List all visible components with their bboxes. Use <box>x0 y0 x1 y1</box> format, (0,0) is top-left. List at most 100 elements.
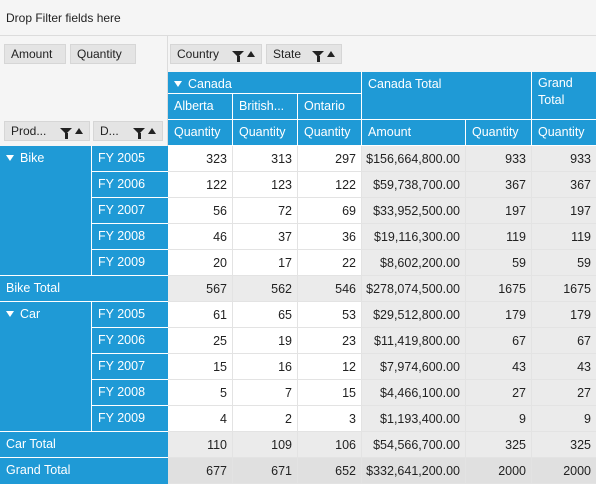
row-header-year-label: FY 2008 <box>98 385 146 399</box>
column-field-country[interactable]: Country <box>170 44 262 64</box>
filter-icon[interactable] <box>60 128 72 139</box>
value-cell: 109 <box>233 432 298 458</box>
sort-ascending-icon[interactable] <box>327 51 335 57</box>
column-header-alberta: Alberta <box>168 94 233 120</box>
value-cell: 313 <box>233 146 298 172</box>
row-header-year: FY 2006 <box>92 172 168 198</box>
value-cell: 16 <box>233 354 298 380</box>
filter-icon[interactable] <box>232 51 244 62</box>
measure-header-quantity: Quantity <box>168 120 233 146</box>
row-field-date-label: D... <box>100 124 119 138</box>
column-header-canada[interactable]: Canada <box>168 72 362 94</box>
measure-header-quantity: Quantity <box>532 120 596 146</box>
row-header-year-label: FY 2008 <box>98 229 146 243</box>
value-cell: 179 <box>532 302 596 328</box>
column-fields-area: Country State <box>168 36 596 72</box>
value-cell: 367 <box>532 172 596 198</box>
value-cell: 2 <box>233 406 298 432</box>
row-header-total-label: Bike Total <box>6 281 60 295</box>
measure-label: Quantity <box>304 125 351 139</box>
value-field-quantity[interactable]: Quantity <box>70 44 136 64</box>
filter-icon[interactable] <box>312 51 324 62</box>
row-header-year: FY 2009 <box>92 406 168 432</box>
row-header-bike-total: Bike Total <box>0 276 168 302</box>
column-header-canada-total: Canada Total <box>362 72 532 120</box>
column-field-state-label: State <box>273 47 302 61</box>
collapse-icon[interactable] <box>6 311 14 317</box>
row-header-year: FY 2009 <box>92 250 168 276</box>
value-cell: 17 <box>233 250 298 276</box>
measure-header-amount: Amount <box>362 120 466 146</box>
value-cell: 1675 <box>532 276 596 302</box>
value-cell: 72 <box>233 198 298 224</box>
column-header-british-columbia: British... <box>233 94 298 120</box>
row-header-total-label: Grand Total <box>6 463 71 477</box>
row-header-car[interactable]: Car <box>0 302 92 432</box>
value-cell: $4,466,100.00 <box>362 380 466 406</box>
value-cell: 36 <box>298 224 362 250</box>
row-header-year-label: FY 2009 <box>98 411 146 425</box>
value-cell: 122 <box>168 172 233 198</box>
measure-header-quantity: Quantity <box>233 120 298 146</box>
column-field-state[interactable]: State <box>266 44 342 64</box>
value-cell: $54,566,700.00 <box>362 432 466 458</box>
value-cell: $29,512,800.00 <box>362 302 466 328</box>
row-header-year-label: FY 2007 <box>98 203 146 217</box>
column-header-grand-total-label: Grand Total <box>538 76 573 107</box>
sort-ascending-icon[interactable] <box>75 128 83 134</box>
column-header-ontario: Ontario <box>298 94 362 120</box>
value-cell: 325 <box>466 432 532 458</box>
value-cell: 2000 <box>466 458 532 484</box>
value-cell: 69 <box>298 198 362 224</box>
sort-ascending-icon[interactable] <box>148 128 156 134</box>
value-cell: 933 <box>532 146 596 172</box>
measure-label: Quantity <box>174 125 221 139</box>
value-cell: 9 <box>532 406 596 432</box>
column-header-alberta-label: Alberta <box>174 99 214 113</box>
column-header-canada-total-label: Canada Total <box>368 77 442 91</box>
value-cell: 652 <box>298 458 362 484</box>
value-cell: 65 <box>233 302 298 328</box>
value-cell: 23 <box>298 328 362 354</box>
filter-icon[interactable] <box>133 128 145 139</box>
value-cell: 671 <box>233 458 298 484</box>
value-cell: $156,664,800.00 <box>362 146 466 172</box>
values-area: Amount Quantity <box>0 36 168 72</box>
value-cell: 56 <box>168 198 233 224</box>
row-header-bike[interactable]: Bike <box>0 146 92 276</box>
collapse-icon[interactable] <box>174 81 182 87</box>
value-cell: 27 <box>532 380 596 406</box>
value-cell: $8,602,200.00 <box>362 250 466 276</box>
measure-header-quantity: Quantity <box>298 120 362 146</box>
row-header-year: FY 2007 <box>92 354 168 380</box>
value-cell: 933 <box>466 146 532 172</box>
row-header-year-label: FY 2006 <box>98 177 146 191</box>
row-header-year-label: FY 2006 <box>98 333 146 347</box>
value-cell: 67 <box>532 328 596 354</box>
value-cell: 119 <box>466 224 532 250</box>
value-field-amount[interactable]: Amount <box>4 44 66 64</box>
value-cell: $332,641,200.00 <box>362 458 466 484</box>
sort-ascending-icon[interactable] <box>247 51 255 57</box>
value-cell: 5 <box>168 380 233 406</box>
measure-label: Quantity <box>538 125 585 139</box>
filter-drop-hint: Drop Filter fields here <box>6 11 121 25</box>
value-cell: $7,974,600.00 <box>362 354 466 380</box>
value-cell: 27 <box>466 380 532 406</box>
column-header-ontario-label: Ontario <box>304 99 345 113</box>
row-header-year: FY 2006 <box>92 328 168 354</box>
row-header-year: FY 2005 <box>92 146 168 172</box>
value-cell: 53 <box>298 302 362 328</box>
value-cell: 7 <box>233 380 298 406</box>
filter-drop-area[interactable]: Drop Filter fields here <box>0 0 596 36</box>
value-cell: 4 <box>168 406 233 432</box>
column-field-country-label: Country <box>177 47 220 61</box>
value-cell: 567 <box>168 276 233 302</box>
row-field-date[interactable]: D... <box>93 121 163 141</box>
value-cell: 1675 <box>466 276 532 302</box>
measure-label: Quantity <box>239 125 286 139</box>
value-cell: 59 <box>532 250 596 276</box>
collapse-icon[interactable] <box>6 155 14 161</box>
row-field-product[interactable]: Prod... <box>4 121 90 141</box>
value-cell: 197 <box>466 198 532 224</box>
